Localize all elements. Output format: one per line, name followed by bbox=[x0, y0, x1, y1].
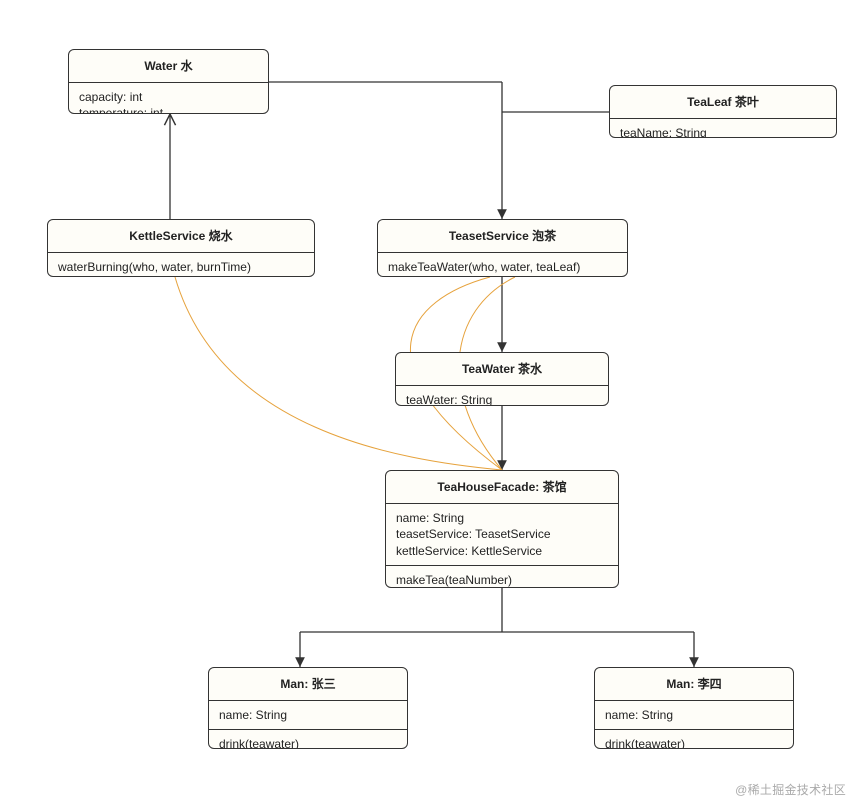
class-man-lisi: Man: 李四 name: String drink(teawater) bbox=[594, 667, 794, 749]
class-title: Man: 李四 bbox=[595, 668, 793, 701]
class-attributes: teaWater: String bbox=[396, 386, 608, 406]
watermark-text: @稀土掘金技术社区 bbox=[735, 781, 846, 798]
class-attributes: teaName: String bbox=[610, 119, 836, 138]
class-water: Water 水 capacity: int temperature: int bbox=[68, 49, 269, 114]
class-teaset-service: TeasetService 泡茶 makeTeaWater(who, water… bbox=[377, 219, 628, 277]
class-man-zhangsan: Man: 张三 name: String drink(teawater) bbox=[208, 667, 408, 749]
class-tealeaf: TeaLeaf 茶叶 teaName: String bbox=[609, 85, 837, 138]
uml-diagram: Water 水 capacity: int temperature: int T… bbox=[0, 0, 854, 804]
class-title: KettleService 烧水 bbox=[48, 220, 314, 253]
class-methods: drink(teawater) bbox=[209, 730, 407, 749]
class-methods: drink(teawater) bbox=[595, 730, 793, 749]
class-methods: makeTea(teaNumber) bbox=[386, 566, 618, 588]
class-teawater: TeaWater 茶水 teaWater: String bbox=[395, 352, 609, 406]
class-teahouse-facade: TeaHouseFacade: 茶馆 name: String teasetSe… bbox=[385, 470, 619, 588]
class-title: TeaHouseFacade: 茶馆 bbox=[386, 471, 618, 504]
class-title: Man: 张三 bbox=[209, 668, 407, 701]
class-attributes: name: String teasetService: TeasetServic… bbox=[386, 504, 618, 566]
class-title: Water 水 bbox=[69, 50, 268, 83]
class-kettle-service: KettleService 烧水 waterBurning(who, water… bbox=[47, 219, 315, 277]
class-title: TeasetService 泡茶 bbox=[378, 220, 627, 253]
class-methods: waterBurning(who, water, burnTime) bbox=[48, 253, 314, 277]
class-attributes: name: String bbox=[595, 701, 793, 730]
class-attributes: name: String bbox=[209, 701, 407, 730]
class-methods: makeTeaWater(who, water, teaLeaf) bbox=[378, 253, 627, 277]
class-title: TeaLeaf 茶叶 bbox=[610, 86, 836, 119]
class-title: TeaWater 茶水 bbox=[396, 353, 608, 386]
class-attributes: capacity: int temperature: int bbox=[69, 83, 268, 114]
